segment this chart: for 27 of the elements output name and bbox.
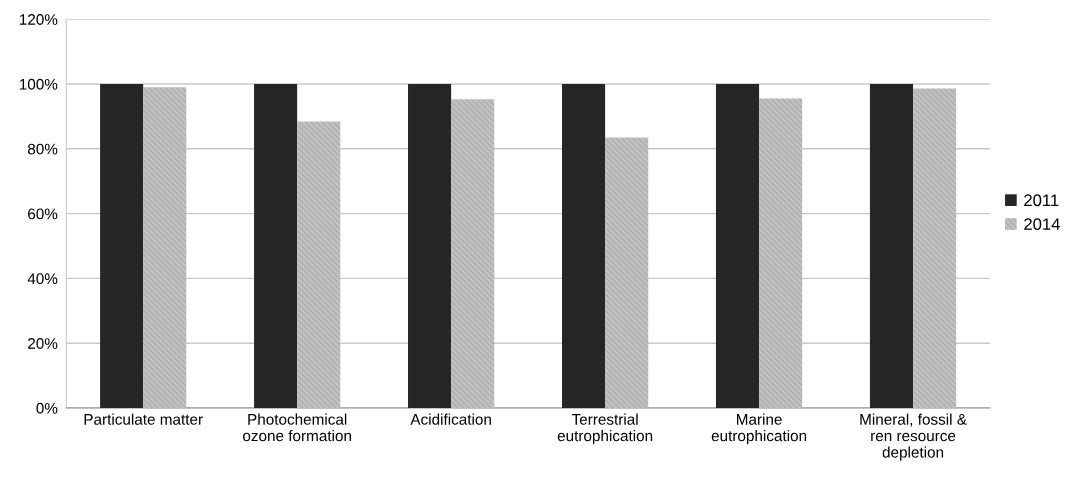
x-tick-label: Photochemical ozone formation [243, 413, 351, 442]
bar [715, 84, 760, 408]
bar [605, 137, 649, 408]
x-tick-label: Marine eutrophication [711, 413, 807, 445]
bar [759, 98, 803, 408]
bar [254, 84, 298, 408]
bar [100, 84, 144, 408]
y-tick-label: 40% [27, 273, 58, 285]
bar [869, 84, 914, 408]
x-tick-label: Acidification [410, 413, 491, 425]
x-tick-label: Particulate matter [84, 413, 203, 425]
bar [143, 87, 187, 408]
legend-label: 2011 [1024, 194, 1059, 207]
y-tick-label: 20% [28, 338, 58, 349]
bar [562, 84, 606, 408]
bar [913, 88, 957, 408]
y-tick-label: 0% [36, 402, 58, 414]
legend-label: 2014 [1024, 218, 1060, 231]
bar [408, 84, 452, 408]
y-tick-label: 60% [28, 208, 58, 220]
y-tick-label: 120% [19, 14, 58, 25]
x-tick-label: Terrestrial eutrophication [557, 413, 653, 445]
x-tick-label: Mineral, fossil & ren resource depletion [860, 413, 967, 461]
bar [297, 121, 341, 408]
y-tick-label: 100% [19, 78, 58, 90]
bar [451, 99, 495, 408]
y-tick-label: 80% [27, 143, 58, 155]
